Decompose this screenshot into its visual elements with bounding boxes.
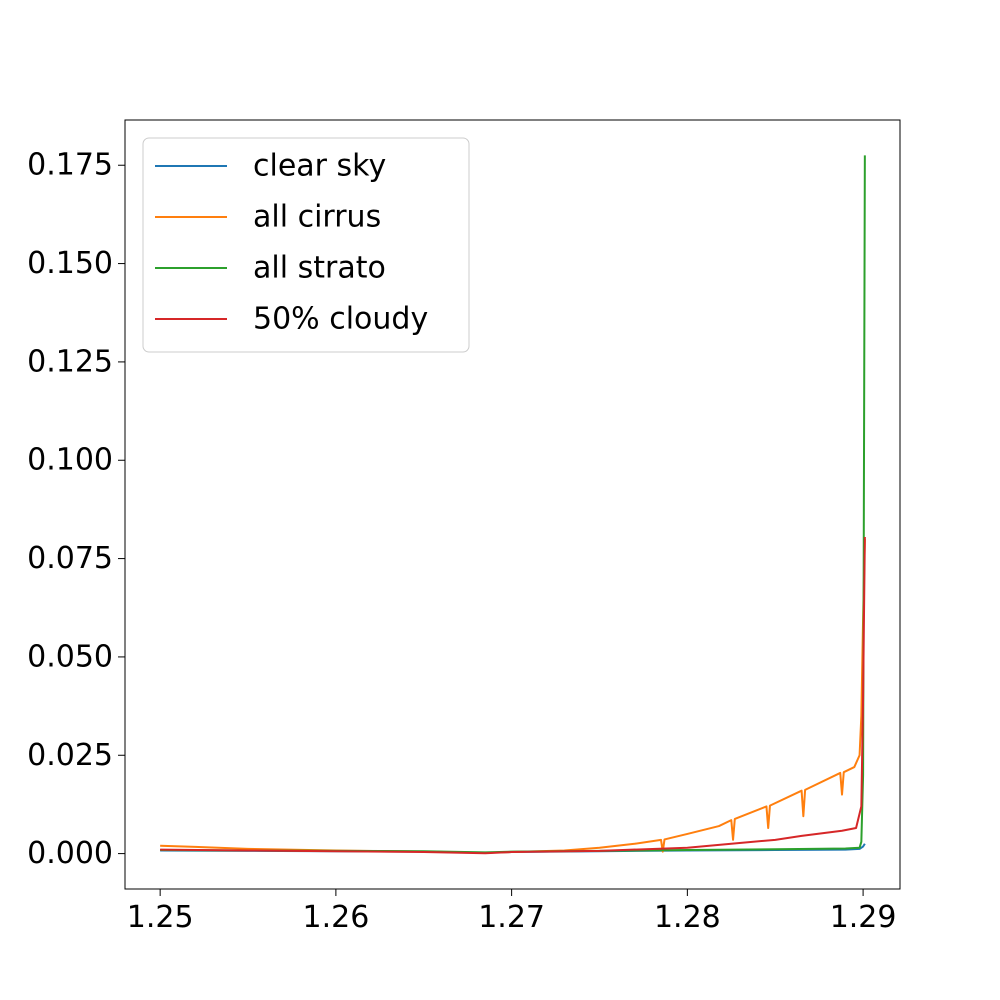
legend-label: clear sky: [253, 149, 386, 184]
y-tick-label: 0.025: [27, 738, 113, 773]
plot-area-frame: [124, 119, 901, 890]
x-tick-label: 1.25: [127, 900, 194, 935]
x-tick-label: 1.28: [654, 900, 721, 935]
y-tick-label: 0.175: [27, 148, 113, 183]
x-tick-label: 1.29: [830, 900, 897, 935]
series-line-3: [160, 536, 866, 855]
x-tick-label: 1.27: [478, 900, 545, 935]
legend-entries: clear sky all cirrus all strato 50% cloudy: [155, 149, 428, 337]
series-layer: [160, 155, 866, 855]
y-tick-label: 0.100: [27, 443, 113, 478]
y-tick-label: 0.125: [27, 344, 113, 379]
legend: clear sky all cirrus all strato 50% cloudy: [142, 137, 470, 353]
y-tick-label: 0.050: [27, 639, 113, 674]
legend-label: 50% cloudy: [253, 302, 428, 337]
legend-box: [142, 137, 470, 353]
legend-label: all cirrus: [253, 200, 381, 235]
x-axis: 1.25 1.26 1.27 1.28 1.29: [127, 889, 897, 935]
y-axis: 0.000 0.025 0.050 0.075 0.100 0.125 0.150 0.175: [27, 148, 125, 871]
y-tick-label: 0.150: [27, 246, 113, 281]
y-tick-label: 0.000: [27, 836, 113, 871]
legend-label: all strato: [253, 251, 386, 286]
y-tick-label: 0.075: [27, 541, 113, 576]
x-tick-label: 1.26: [302, 900, 369, 935]
